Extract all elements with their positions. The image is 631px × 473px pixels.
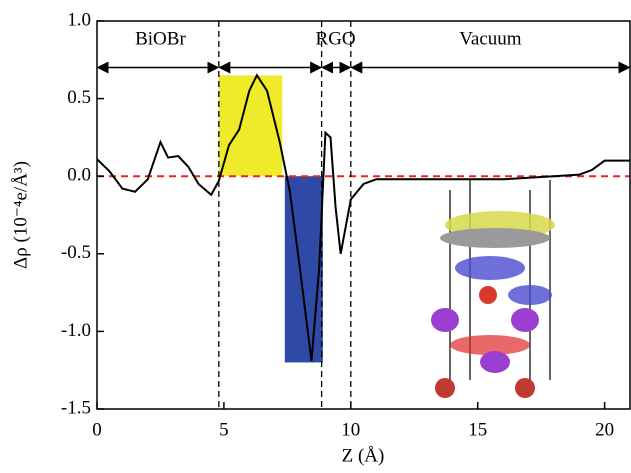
y-tick-label: -1.0 (61, 320, 91, 341)
y-tick-label: 0.5 (67, 87, 91, 108)
y-tick-label: -1.5 (61, 397, 91, 418)
region-label: BiOBr (135, 28, 186, 49)
structure-inset (431, 180, 555, 398)
y-axis-label: Δρ (10⁻⁴e/Å³) (10, 161, 31, 269)
data-line (96, 73, 630, 362)
x-axis-label: Z (Å) (342, 445, 385, 466)
x-tick-label: 20 (595, 419, 614, 440)
region-label: RGO (316, 28, 356, 49)
x-tick-label: 0 (92, 419, 102, 440)
y-tick-label: 1.0 (67, 9, 91, 30)
plot-frame (96, 20, 631, 410)
x-tick-label: 5 (219, 419, 229, 440)
x-tick-label: 10 (341, 419, 360, 440)
x-tick-label: 15 (468, 419, 487, 440)
region-label: Vacuum (459, 28, 521, 49)
charge-region (218, 75, 283, 177)
y-tick-label: -0.5 (61, 242, 91, 263)
y-tick-label: 0.0 (67, 165, 91, 186)
